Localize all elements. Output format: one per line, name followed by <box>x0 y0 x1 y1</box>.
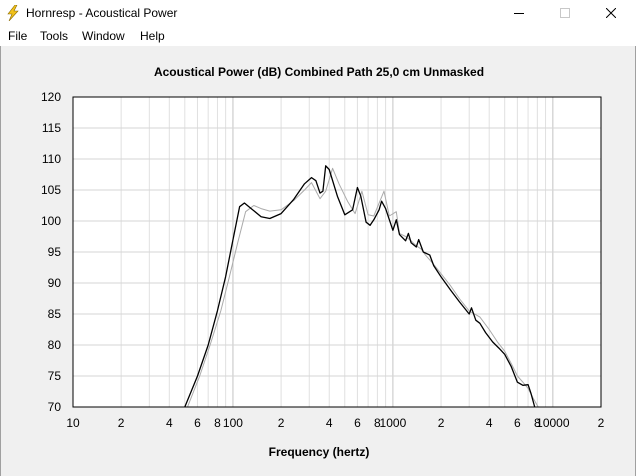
x-tick-label: 10 <box>66 416 80 430</box>
minimize-button[interactable] <box>496 0 542 26</box>
close-icon <box>606 8 616 18</box>
chart-area: Acoustical Power (dB) Combined Path 25,0… <box>0 46 636 476</box>
x-tick-label: 2 <box>438 416 445 430</box>
x-tick-label: 4 <box>486 416 493 430</box>
series-line-0 <box>184 165 536 408</box>
window-title: Hornresp - Acoustical Power <box>26 6 178 20</box>
title-bar: Hornresp - Acoustical Power <box>0 0 636 26</box>
series-line-1 <box>187 167 539 408</box>
y-tick-label: 95 <box>48 245 62 259</box>
lightning-bolt-icon <box>7 5 19 21</box>
y-tick-label: 100 <box>41 214 61 228</box>
y-tick-label: 85 <box>48 307 62 321</box>
x-tick-label: 6 <box>194 416 201 430</box>
x-tick-label: 6 <box>354 416 361 430</box>
x-tick-label: 10000 <box>536 416 570 430</box>
y-tick-label: 115 <box>42 121 61 135</box>
x-tick-label: 8 <box>374 416 381 430</box>
x-axis-label: Frequency (hertz) <box>268 445 370 459</box>
chart-title: Acoustical Power (dB) Combined Path 25,0… <box>153 65 485 79</box>
maximize-icon <box>560 8 570 18</box>
x-tick-label: 1000 <box>380 416 407 430</box>
y-tick-label: 80 <box>48 338 62 352</box>
y-tick-label: 75 <box>48 369 62 383</box>
close-button[interactable] <box>588 0 634 26</box>
y-tick-label: 70 <box>48 400 62 414</box>
x-tick-label: 2 <box>118 416 125 430</box>
plot-frame <box>72 96 602 408</box>
menu-tools[interactable]: Tools <box>40 29 69 43</box>
x-tick-label: 4 <box>166 416 173 430</box>
maximize-button[interactable] <box>542 0 588 26</box>
y-tick-label: 120 <box>41 90 61 104</box>
x-tick-label: 2 <box>278 416 285 430</box>
x-tick-label: 100 <box>223 416 243 430</box>
minimize-icon <box>514 13 524 14</box>
x-tick-label: 4 <box>326 416 333 430</box>
menu-help[interactable]: Help <box>140 29 165 43</box>
x-tick-label: 6 <box>514 416 521 430</box>
menu-file[interactable]: File <box>8 29 28 43</box>
menu-bar: File Tools Window Help <box>0 26 636 46</box>
x-tick-label: 2 <box>598 416 605 430</box>
x-tick-label: 8 <box>534 416 541 430</box>
y-tick-label: 105 <box>41 183 61 197</box>
y-tick-label: 110 <box>42 152 61 166</box>
x-tick-label: 8 <box>214 416 221 430</box>
menu-window[interactable]: Window <box>82 29 125 43</box>
y-tick-label: 90 <box>48 276 62 290</box>
